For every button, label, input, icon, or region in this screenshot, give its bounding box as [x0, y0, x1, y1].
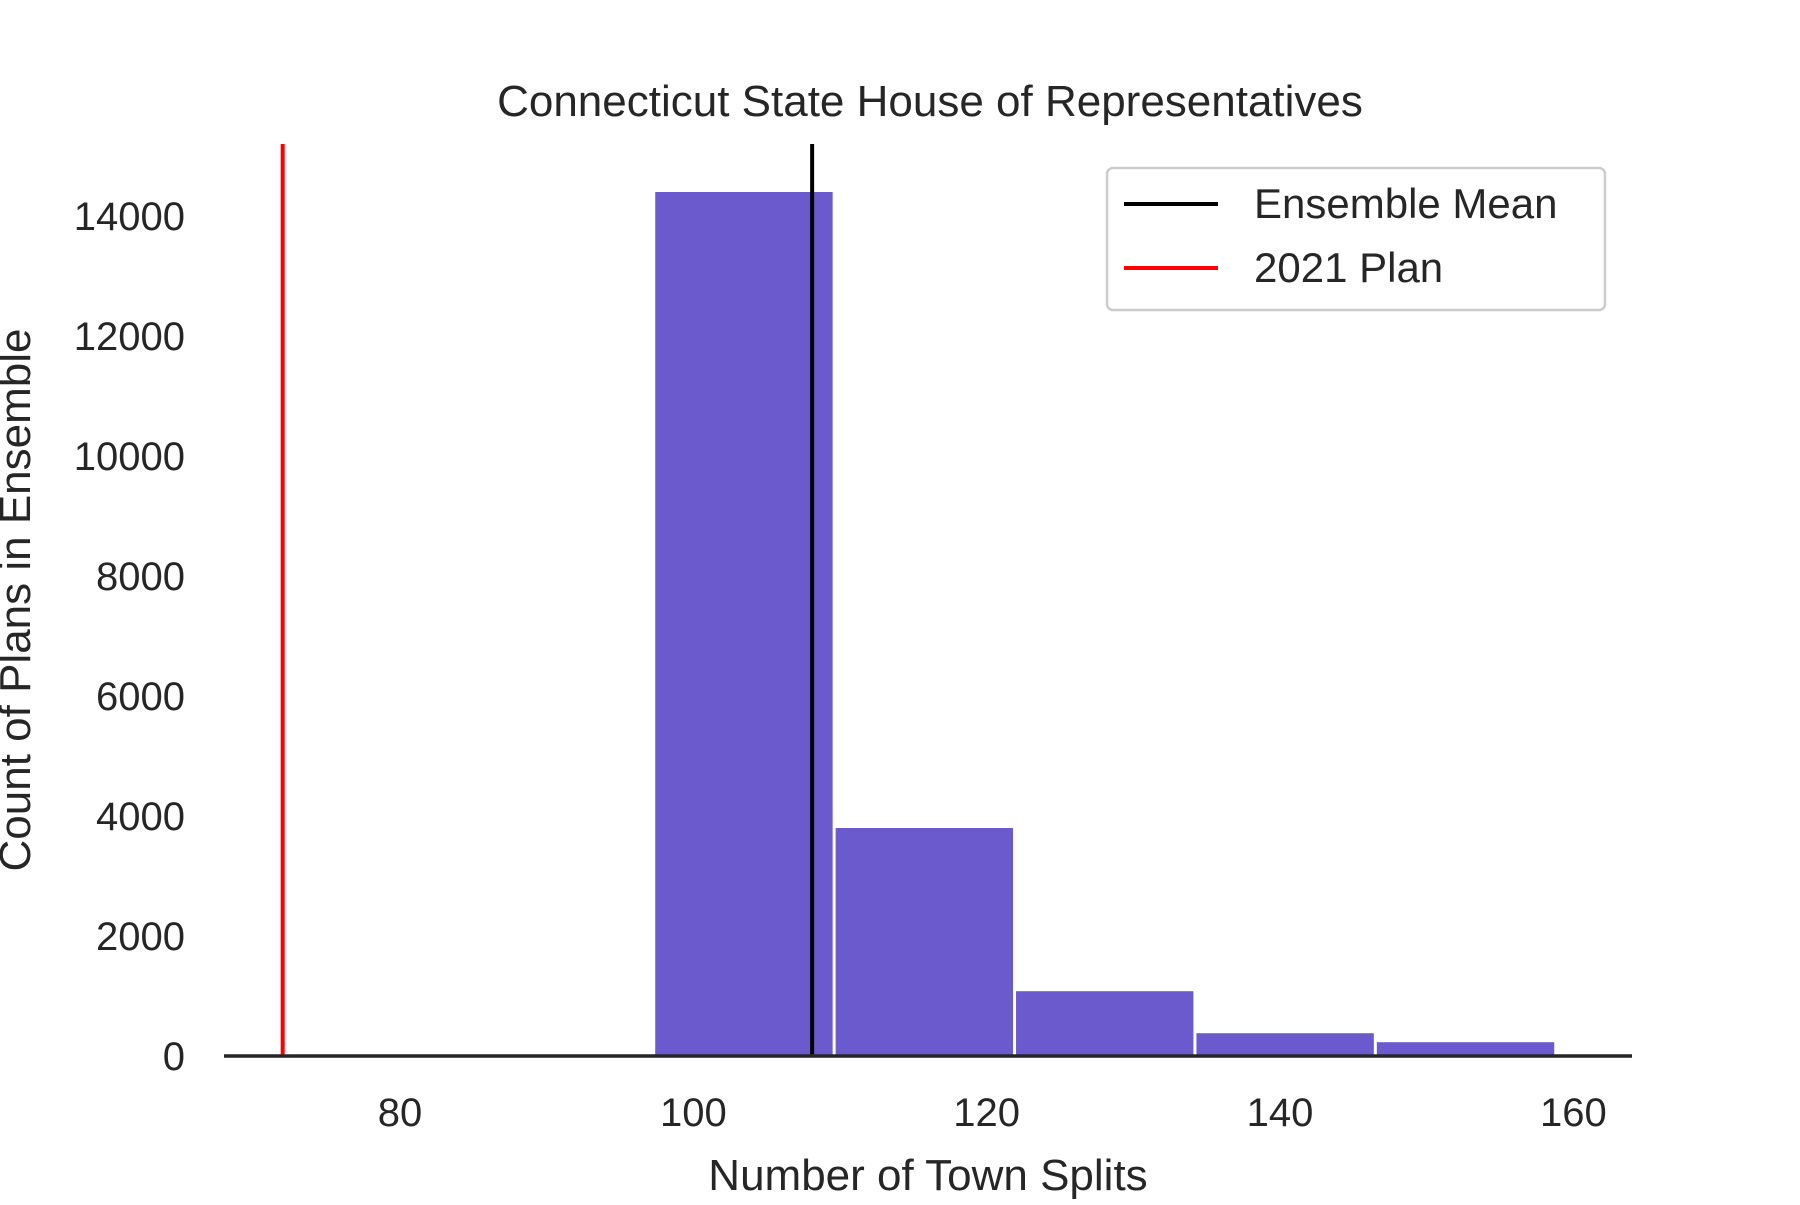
histogram-bar-3: [1196, 1033, 1374, 1056]
y-tick-label-12000: 12000: [74, 315, 185, 359]
histogram-bar-0: [655, 192, 833, 1056]
legend-label-0: Ensemble Mean: [1254, 180, 1558, 227]
y-axis-label: Count of Plans in Ensemble: [0, 329, 40, 872]
y-tick-label-0: 0: [163, 1035, 185, 1079]
y-tick-label-14000: 14000: [74, 195, 185, 239]
reference-lines-group: [280, 144, 815, 1056]
x-tick-label-80: 80: [378, 1091, 423, 1135]
bars-group: [655, 192, 1555, 1056]
y-tick-label-8000: 8000: [96, 555, 185, 599]
legend: Ensemble Mean 2021 Plan: [1105, 166, 1607, 312]
histogram-bar-4: [1376, 1042, 1555, 1056]
x-tick-label-100: 100: [660, 1091, 727, 1135]
y-tick-label-10000: 10000: [74, 435, 185, 479]
chart-title: Connecticut State House of Representativ…: [497, 77, 1363, 126]
legend-label-1: 2021 Plan: [1254, 244, 1443, 291]
legend-box: [1105, 166, 1607, 312]
x-tick-label-120: 120: [953, 1091, 1020, 1135]
y-tick-labels: 0 2000 4000 6000 8000 10000 12000 14000: [74, 195, 185, 1079]
x-tick-labels: 80 100 120 140 160: [378, 1091, 1607, 1135]
x-tick-label-160: 160: [1540, 1091, 1607, 1135]
y-tick-label-4000: 4000: [96, 795, 185, 839]
y-tick-label-6000: 6000: [96, 675, 185, 719]
x-tick-label-140: 140: [1247, 1091, 1314, 1135]
histogram-bar-2: [1016, 991, 1194, 1056]
x-axis-label: Number of Town Splits: [708, 1151, 1147, 1200]
histogram-bar-1: [835, 828, 1014, 1056]
y-tick-label-2000: 2000: [96, 915, 185, 959]
